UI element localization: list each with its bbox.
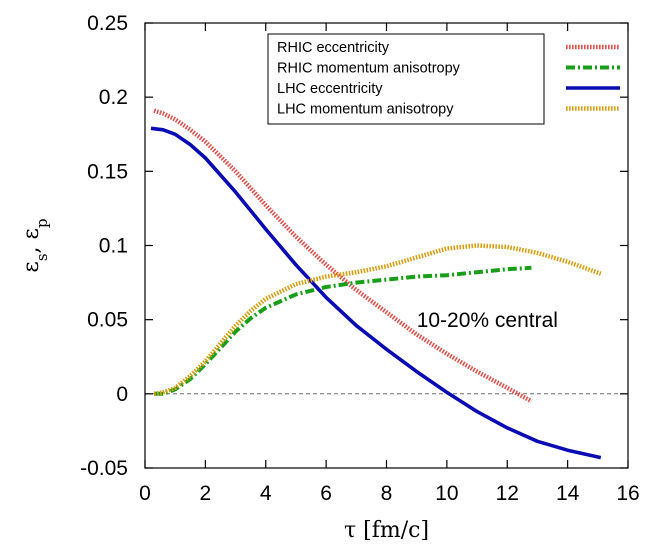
y-axis-label: εs, εp: [19, 218, 51, 272]
x-tick-label: 12: [496, 482, 519, 505]
x-tick-label: 6: [320, 482, 332, 505]
series-line-lhc-momentum-anisotropy: [153, 243, 602, 397]
y-tick-label: 0.1: [99, 235, 128, 258]
legend-label-rhic-momentum-anisotropy: RHIC momentum anisotropy: [277, 61, 461, 77]
legend-label-lhc-eccentricity: LHC eccentricity: [277, 81, 383, 97]
y-tick-label: -0.05: [80, 457, 128, 480]
y-tick-label: 0.25: [87, 12, 128, 35]
legend: RHIC eccentricity RHIC momentum anisotrop…: [267, 33, 620, 125]
axis-ticks: 0 2 4 6 8 10 12 14 16 -0.05 0 0.05 0.1 0.15 0.2 0.25: [80, 12, 640, 505]
legend-label-lhc-momentum-anisotropy: LHC momentum anisotropy: [277, 102, 454, 118]
x-tick-label: 16: [616, 482, 639, 505]
x-tick-label: 14: [556, 482, 580, 505]
x-tick-label: 4: [260, 482, 272, 505]
y-tick-label: 0: [116, 383, 128, 406]
centrality-annotation: 10-20% central: [417, 309, 558, 332]
x-axis-label: τ [fm/c]: [344, 518, 429, 543]
y-axis-label-eps-s: ε: [19, 261, 44, 272]
x-tick-label: 8: [381, 482, 393, 505]
y-axis-label-eps-p: ε: [19, 228, 44, 239]
y-axis-label-sep: ,: [19, 239, 44, 253]
y-axis-label-sub-s: s: [33, 253, 51, 261]
y-tick-label: 0.2: [99, 86, 128, 109]
y-tick-label: 0.15: [87, 160, 128, 183]
series-line-lhc-eccentricity: [150, 126, 602, 460]
x-tick-label: 0: [139, 482, 151, 505]
series-layer: [150, 108, 602, 460]
legend-label-rhic-eccentricity: RHIC eccentricity: [277, 40, 390, 56]
legend-box: [267, 33, 545, 125]
x-tick-label: 10: [435, 482, 458, 505]
y-tick-label: 0.05: [87, 309, 128, 332]
x-tick-label: 2: [200, 482, 212, 505]
y-axis-label-sub-p: p: [33, 218, 51, 228]
